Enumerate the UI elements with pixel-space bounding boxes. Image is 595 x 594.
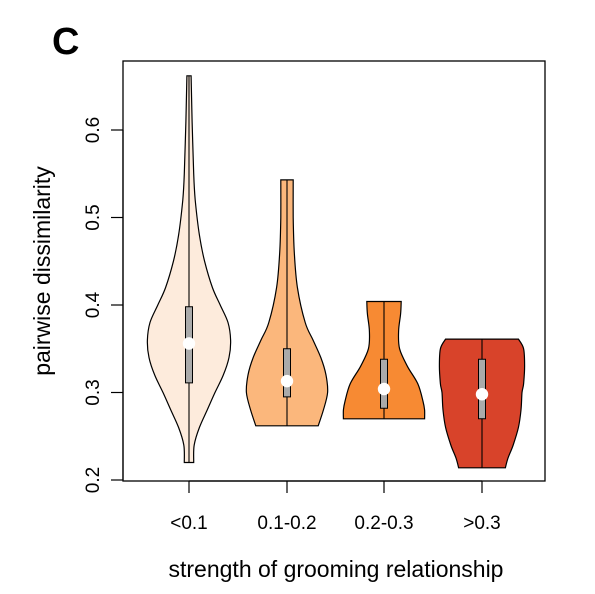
panel-label: C bbox=[52, 21, 79, 63]
y-axis: 0.2 0.3 0.4 0.5 0.6 bbox=[83, 117, 124, 493]
y-tick-label: 0.3 bbox=[83, 379, 104, 405]
y-tick-label: 0.5 bbox=[83, 204, 104, 230]
violin-median-point bbox=[280, 374, 294, 388]
violin-group bbox=[146, 75, 526, 469]
x-tick-label: >0.3 bbox=[463, 513, 501, 534]
y-tick-label: 0.6 bbox=[83, 117, 104, 143]
x-tick-label: 0.1-0.2 bbox=[257, 513, 316, 534]
y-tick-label: 0.4 bbox=[83, 291, 104, 318]
x-tick-label: <0.1 bbox=[170, 513, 208, 534]
y-tick-label: 0.2 bbox=[83, 467, 104, 493]
x-tick-label: 0.2-0.3 bbox=[354, 513, 413, 534]
violin-median-point bbox=[475, 388, 489, 401]
x-axis: <0.1 0.1-0.2 0.2-0.3 >0.3 bbox=[170, 480, 501, 534]
violin-median-point bbox=[377, 382, 391, 396]
violin-median-point bbox=[182, 337, 196, 350]
violin-iqr-box bbox=[283, 348, 291, 398]
x-axis-label: strength of grooming relationship bbox=[169, 556, 504, 582]
y-axis-label: pairwise dissimilarity bbox=[29, 166, 55, 376]
